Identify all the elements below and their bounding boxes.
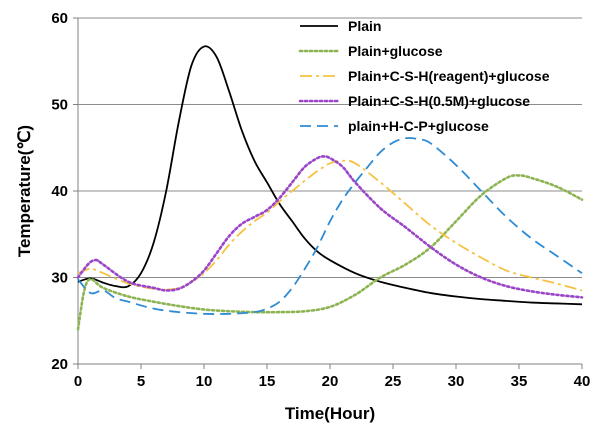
series-line-1 — [77, 45, 583, 306]
y-axis-title: Temperature(℃) — [15, 125, 34, 257]
x-tick-label: 15 — [259, 373, 276, 390]
x-tick-label: 35 — [511, 373, 528, 390]
x-tick-label: 0 — [74, 373, 82, 390]
legend-label-5: plain+H-C-P+glucose — [348, 118, 489, 134]
x-tick-label: 40 — [574, 373, 591, 390]
gridlines — [78, 17, 582, 278]
legend: Plain Plain+glucose Plain+C-S-H(reagent)+g… — [298, 18, 550, 134]
legend-label-1: Plain — [348, 18, 381, 34]
y-axis-ticks: 20 30 40 50 60 — [51, 10, 78, 373]
series-line-4 — [76, 155, 584, 299]
legend-label-3: Plain+C-S-H(reagent)+glucose — [348, 68, 550, 84]
x-tick-label: 10 — [196, 373, 213, 390]
legend-label-4: Plain+C-S-H(0.5M)+glucose — [348, 93, 530, 109]
x-axis-ticks: 0 5 10 15 20 25 30 35 40 — [74, 364, 591, 390]
y-tick-label: 30 — [51, 270, 68, 287]
y-tick-label: 20 — [51, 356, 68, 373]
x-axis-title: Time(Hour) — [285, 404, 375, 423]
x-tick-label: 5 — [137, 373, 145, 390]
y-tick-label: 50 — [51, 97, 68, 114]
series-line-2 — [76, 174, 584, 331]
legend-label-2: Plain+glucose — [348, 43, 443, 59]
series-line-3 — [77, 159, 583, 292]
x-tick-label: 20 — [322, 373, 339, 390]
series-line-5 — [77, 137, 583, 315]
y-tick-label: 60 — [51, 10, 68, 27]
series-layer — [76, 45, 584, 331]
y-tick-label: 40 — [51, 183, 68, 200]
x-tick-label: 25 — [385, 373, 402, 390]
x-tick-label: 30 — [448, 373, 465, 390]
